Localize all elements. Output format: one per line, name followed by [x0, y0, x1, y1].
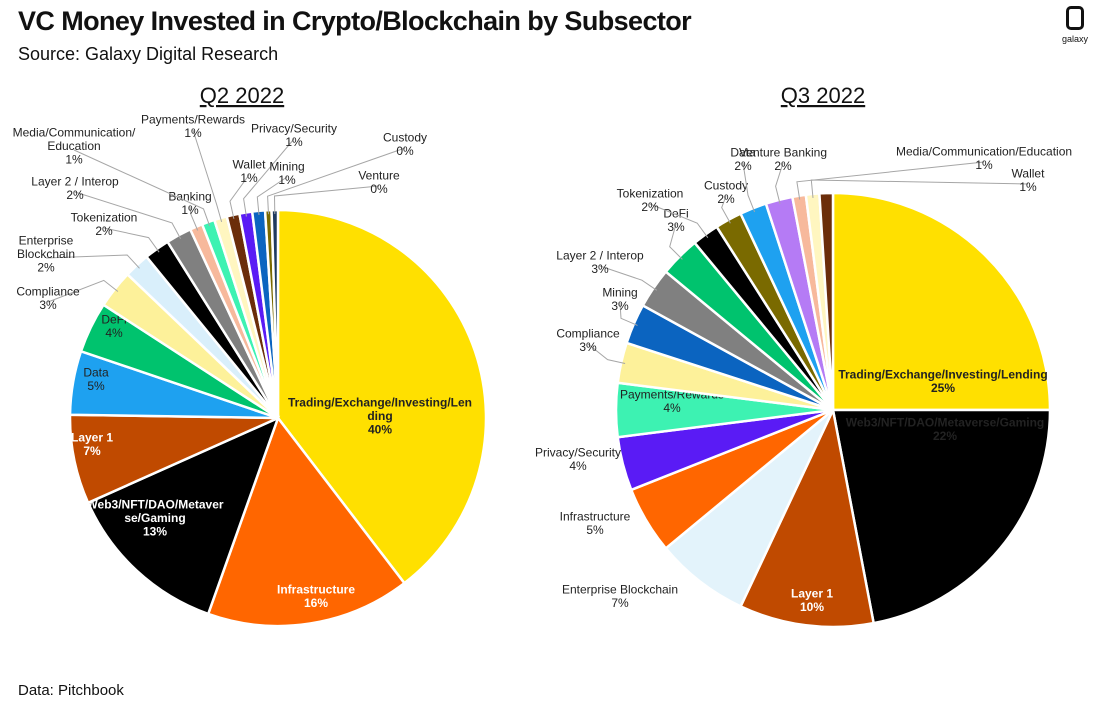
leader-line-layer-2-interop: [74, 191, 182, 239]
slice-label-trading-exchange-investing-lending: Trading/Exchange/Investing/Lending 25%: [838, 367, 1047, 395]
slice-label-custody: Custody 0%: [383, 130, 427, 158]
slice-label-layer-1: Layer 1 10%: [791, 586, 833, 614]
leader-line-defi: [669, 223, 683, 260]
slice-label-mining: Mining 1%: [269, 159, 304, 187]
slice-label-tokenization: Tokenization 2%: [71, 210, 138, 238]
leader-line-payments-rewards: [192, 129, 223, 223]
slice-label-media-communication-education: Media/Communication/Education 1%: [896, 144, 1072, 172]
pie-slice-trading-exchange-investing-lending: [831, 191, 1052, 412]
chart-title: VC Money Invested in Crypto/Blockchain b…: [18, 6, 692, 36]
leader-line-banking: [189, 206, 199, 231]
slice-label-infrastructure: Infrastructure 5%: [560, 509, 631, 537]
leader-line-wallet: [810, 179, 1029, 198]
slice-label-banking: Banking 1%: [168, 189, 211, 217]
leader-line-tokenization: [103, 227, 160, 253]
slice-label-enterprise-blockchain: Enterprise Blockchain 7%: [562, 582, 678, 610]
pie-chart-q2-2022: Q2 2022 Trading/Exchange/Investing/Len din…: [13, 83, 488, 628]
slice-label-enterprise-blockchain: Enterprise Blockchain 2%: [17, 234, 75, 275]
pie-slice-web3-nft-dao-metaverse-gaming: [86, 415, 281, 616]
leader-line-compliance: [587, 343, 626, 364]
slice-label-layer-2-interop: Layer 2 / Interop 2%: [31, 174, 119, 202]
slice-label-wallet: Wallet 1%: [233, 157, 267, 185]
leader-line-compliance: [47, 279, 119, 303]
pie-title: Q3 2022: [781, 83, 865, 108]
pie-slice-layer-1: [738, 405, 876, 629]
pie-slice-wallet-2: [818, 191, 835, 411]
leader-line-tokenization: [649, 203, 709, 238]
pie-slice-trading-exchange-investing-lending: [276, 208, 488, 585]
slice-label-custody: Custody 2%: [704, 178, 748, 206]
leader-line-wallet: [229, 174, 250, 219]
slice-label-wallet: Wallet 1%: [1012, 166, 1046, 194]
leader-line-privacy-security: [243, 138, 295, 217]
slice-label-tokenization: Tokenization 2%: [617, 186, 684, 214]
leader-line-mining: [619, 302, 638, 326]
pie-title: Q2 2022: [200, 83, 284, 108]
slice-label-infrastructure: Infrastructure 16%: [277, 582, 355, 610]
slice-label-mining: Mining 3%: [602, 285, 637, 313]
leader-line-custody: [267, 147, 406, 215]
leader-line-media-communication-education: [73, 149, 211, 226]
leader-line-data: [742, 162, 756, 213]
slice-label-data: Data 5%: [83, 365, 109, 393]
slice-label-trading-exchange-investing-lending: Trading/Exchange/Investing/Len ding 40%: [288, 396, 472, 437]
slice-label-web3-nft-dao-metaverse-gaming: Web3/NFT/DAO/Metaverse/Gaming 22%: [846, 415, 1045, 443]
slice-label-web3-nft-dao-metaverse-gaming: Web3/NFT/DAO/Metaver se/Gaming 13%: [86, 498, 223, 539]
leader-line-venture-banking: [775, 162, 784, 204]
data-source-note: Data: Pitchbook: [18, 682, 124, 699]
leader-line-mining: [256, 176, 288, 215]
slice-label-compliance: Compliance 3%: [556, 326, 620, 354]
slice-label-media-communication-education: Media/Communication/Education 1%: [13, 126, 136, 167]
slice-label-venture-banking: Venture Banking 2%: [739, 145, 827, 173]
slice-label-payments-rewards: Payments/Rewards 1%: [141, 112, 245, 140]
logo-text: galaxy: [1061, 34, 1088, 44]
pie-chart-q3-2022: Q3 2022 Trading/Exchange/Investing/Lendin…: [535, 83, 1072, 629]
slice-label-privacy-security: Privacy/Security 4%: [535, 445, 621, 473]
galaxy-logo: galaxy: [1060, 6, 1092, 46]
pie-slice-web3-nft-dao-metaverse-gaming: [831, 408, 1052, 625]
chart-subtitle: Source: Galaxy Digital Research: [18, 44, 279, 64]
logo-icon: [1066, 6, 1084, 30]
slice-label-layer-2-interop: Layer 2 / Interop 3%: [556, 248, 644, 276]
leader-line-enterprise-blockchain: [45, 254, 140, 269]
slice-label-privacy-security: Privacy/Security 1%: [251, 121, 337, 149]
pie-slice-infrastructure: [206, 415, 407, 628]
leader-line-media-communication-education: [796, 161, 985, 200]
slice-label-venture: Venture 0%: [358, 168, 400, 196]
leader-line-venture: [273, 185, 380, 215]
slice-label-compliance: Compliance 3%: [16, 284, 80, 312]
slice-label-layer-1: Layer 1 7%: [71, 430, 113, 458]
leader-line-layer-2-interop: [599, 265, 658, 291]
slice-label-data: Data 2%: [730, 145, 756, 173]
leader-line-custody: [721, 195, 731, 224]
